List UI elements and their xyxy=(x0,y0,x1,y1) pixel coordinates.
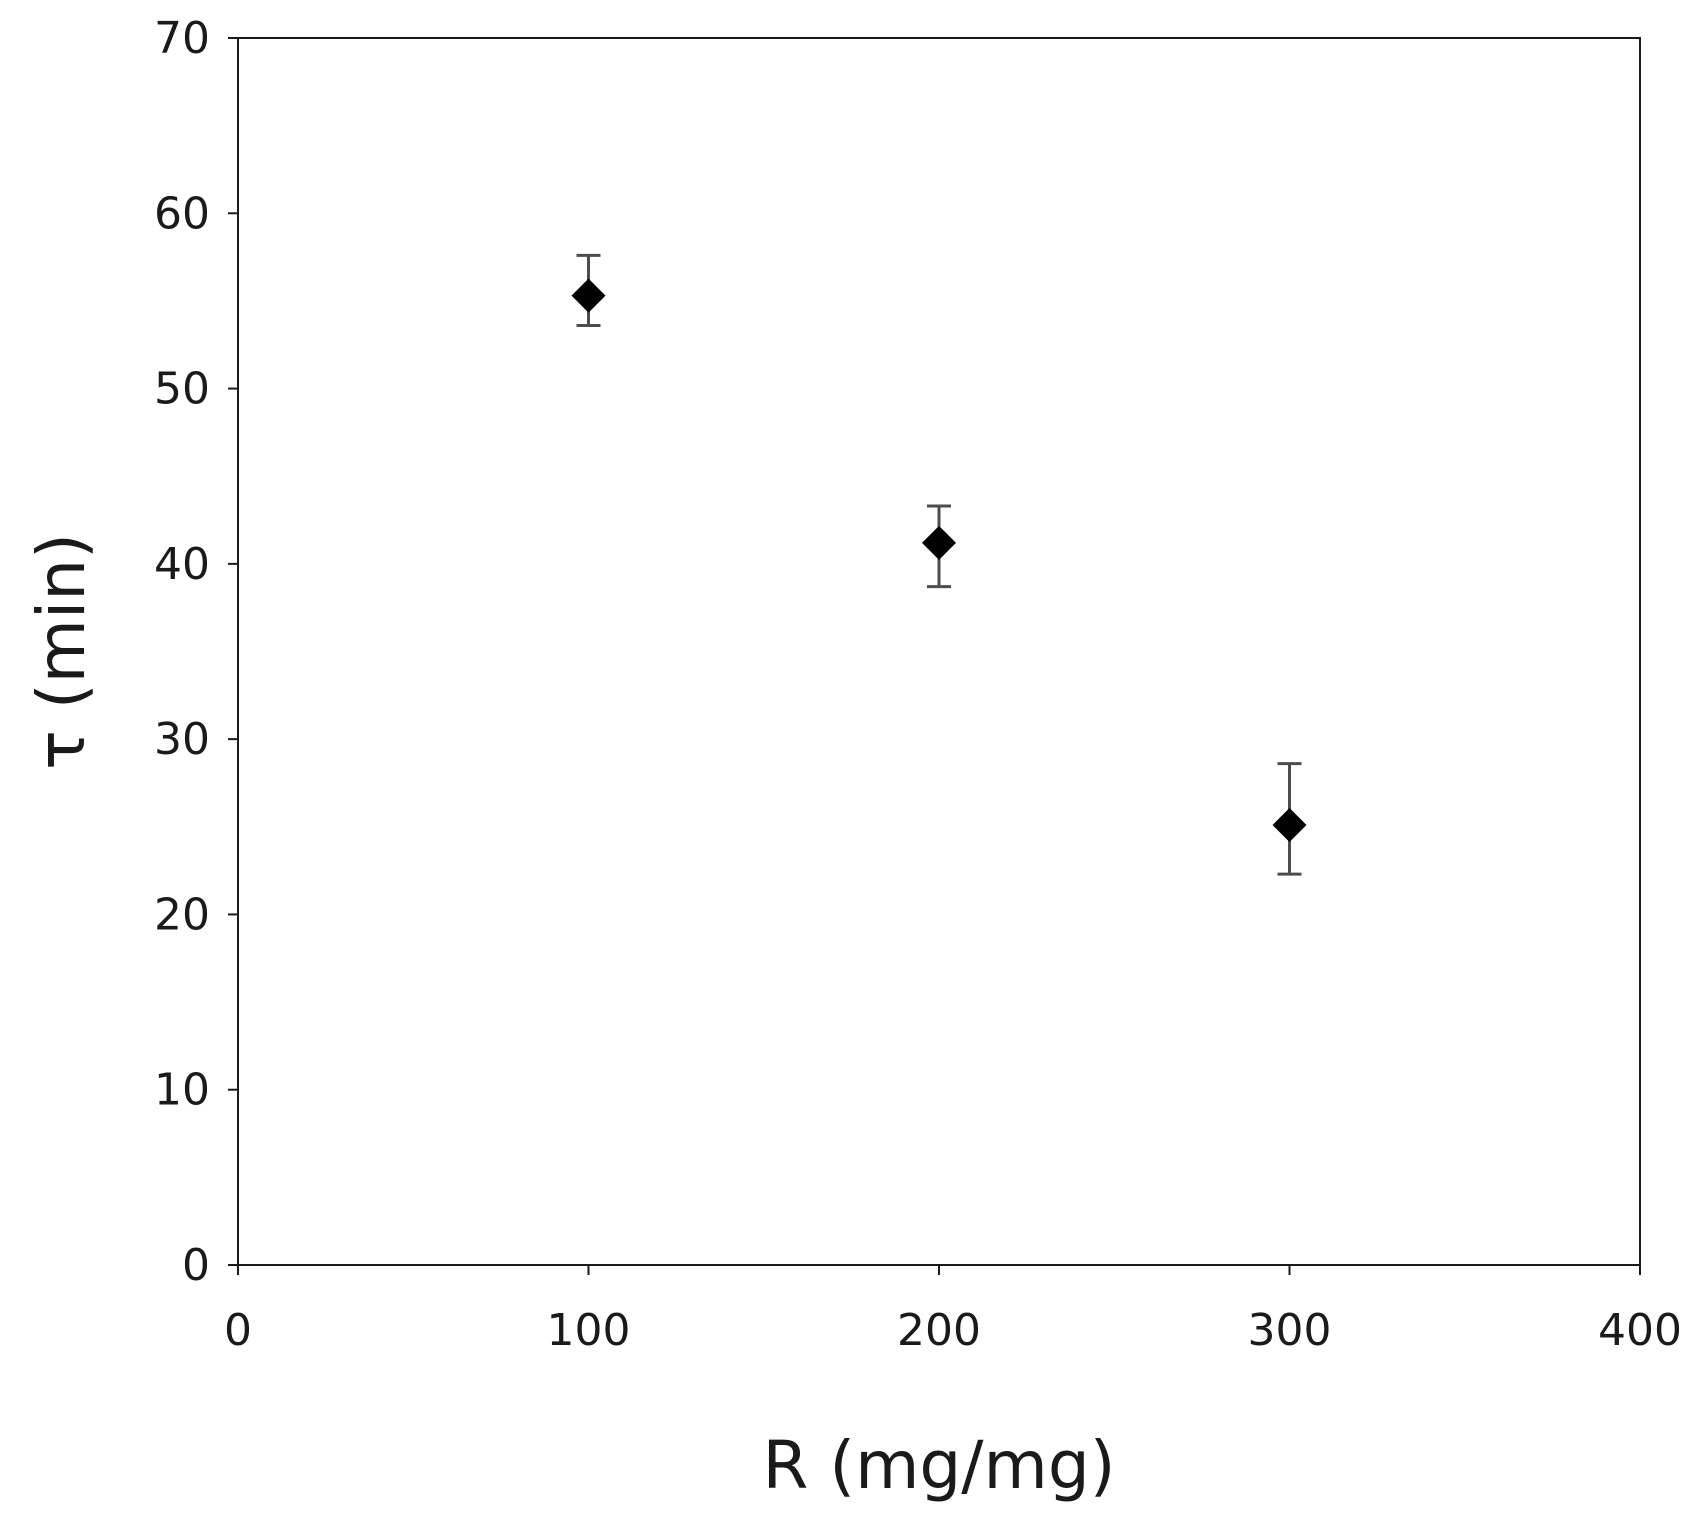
x-tick-label: 0 xyxy=(224,1305,252,1356)
y-tick-label: 30 xyxy=(154,714,210,765)
y-tick-label: 50 xyxy=(154,364,210,415)
y-tick-label: 70 xyxy=(154,13,210,64)
y-tick-label: 0 xyxy=(182,1240,210,1291)
y-axis-title: τ (min) xyxy=(23,533,100,770)
x-tick-label: 400 xyxy=(1598,1305,1682,1356)
data-point-diamond xyxy=(571,278,606,313)
y-tick-label: 40 xyxy=(154,539,210,590)
plot-area-frame xyxy=(237,37,1641,1266)
y-axis-ticks xyxy=(228,37,238,1266)
x-axis-ticks xyxy=(237,1265,1641,1275)
y-tick-label: 10 xyxy=(154,1065,210,1116)
x-axis-title: R (mg/mg) xyxy=(763,1427,1116,1504)
x-axis-tick-labels: 0 100 200 300 400 xyxy=(224,1305,1682,1356)
x-tick-label: 300 xyxy=(1248,1305,1332,1356)
x-tick-label: 200 xyxy=(897,1305,981,1356)
y-tick-label: 20 xyxy=(154,889,210,940)
x-tick-label: 100 xyxy=(547,1305,631,1356)
error-bars xyxy=(576,253,1302,876)
data-point-diamond xyxy=(922,525,956,560)
data-point-diamond xyxy=(1272,808,1307,843)
y-tick-label: 60 xyxy=(154,188,210,239)
y-axis-tick-labels: 0 10 20 30 40 50 60 70 xyxy=(154,13,210,1291)
data-points xyxy=(571,278,1307,843)
